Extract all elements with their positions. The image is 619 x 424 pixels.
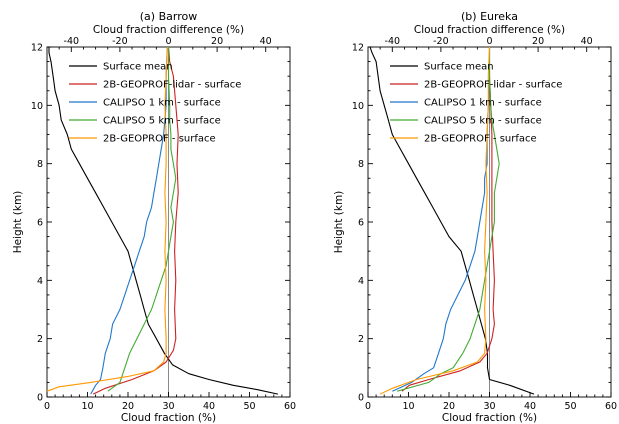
legend-label: 2B-GEOPROF - surface bbox=[103, 134, 216, 145]
series-line-1 bbox=[401, 47, 495, 392]
x2-tick-label: 0 bbox=[165, 36, 171, 47]
y-tick-label: 8 bbox=[358, 159, 364, 170]
x-tick-label: 0 bbox=[365, 401, 371, 412]
legend-label: CALIPSO 1 km - surface bbox=[103, 98, 221, 109]
x-axis-label: Cloud fraction (%) bbox=[121, 412, 216, 424]
y-tick-label: 0 bbox=[37, 393, 43, 404]
y-axis-label: Height (km) bbox=[12, 191, 24, 254]
x-tick-label: 10 bbox=[81, 401, 93, 412]
x2-tick-label: 40 bbox=[260, 36, 272, 47]
x2-tick-label: -40 bbox=[385, 36, 401, 47]
y-tick-label: 2 bbox=[37, 334, 43, 345]
x-tick-label: 60 bbox=[605, 401, 617, 412]
y-axis-label: Height (km) bbox=[333, 191, 345, 254]
series-line-3 bbox=[107, 47, 177, 392]
legend-label: Surface mean bbox=[103, 62, 173, 73]
x2-tick-label: -20 bbox=[112, 36, 128, 47]
y-tick-label: 4 bbox=[37, 276, 43, 287]
x-tick-label: 20 bbox=[443, 401, 455, 412]
series-line-3 bbox=[397, 47, 500, 392]
x2-tick-label: -20 bbox=[433, 36, 449, 47]
y-tick-label: 6 bbox=[37, 218, 43, 229]
x-tick-label: 60 bbox=[284, 401, 296, 412]
x-tick-label: 30 bbox=[483, 401, 495, 412]
panel-eureka: 0 10 20 30 40 50 60 -40 -20 0 20 40 0 2 4 6 8 10 12 Cloud f… bbox=[333, 10, 617, 424]
x2-axis-label: Cloud fraction difference (%) bbox=[93, 24, 244, 36]
y-tick-label: 6 bbox=[358, 218, 364, 229]
series-line-0 bbox=[369, 46, 535, 395]
x-tick-label: 50 bbox=[243, 401, 255, 412]
x2-tick-label: 0 bbox=[486, 36, 492, 47]
y-tick-label: 12 bbox=[31, 43, 43, 54]
x2-tick-label: 20 bbox=[211, 36, 223, 47]
panel-title: (a) Barrow bbox=[140, 10, 197, 23]
legend-label: 2B-GEOPROF-lidar - surface bbox=[103, 80, 241, 91]
legend-label: Surface mean bbox=[424, 62, 494, 73]
y-tick-label: 4 bbox=[358, 276, 364, 287]
y-tick-label: 10 bbox=[31, 101, 43, 112]
series-line-1 bbox=[92, 46, 179, 395]
y-tick-label: 12 bbox=[352, 43, 364, 54]
x-tick-label: 0 bbox=[44, 401, 50, 412]
x-tick-label: 40 bbox=[524, 401, 536, 412]
x-tick-label: 50 bbox=[564, 401, 576, 412]
x-tick-label: 40 bbox=[203, 401, 215, 412]
x2-tick-label: 40 bbox=[581, 36, 593, 47]
x-tick-label: 20 bbox=[122, 401, 134, 412]
x2-axis-label: Cloud fraction difference (%) bbox=[414, 24, 565, 36]
legend-label: CALIPSO 1 km - surface bbox=[424, 98, 542, 109]
y-tick-label: 8 bbox=[37, 159, 43, 170]
series-line-0 bbox=[48, 47, 279, 395]
legend-label: 2B-GEOPROF - surface bbox=[424, 134, 537, 145]
series-line-4 bbox=[379, 46, 491, 395]
series-line-4 bbox=[46, 46, 168, 392]
x2-tick-label: 20 bbox=[532, 36, 544, 47]
legend-label: 2B-GEOPROF-lidar - surface bbox=[424, 80, 562, 91]
panel-title: (b) Eureka bbox=[461, 10, 518, 23]
series-line-2 bbox=[90, 46, 168, 395]
y-tick-label: 0 bbox=[358, 393, 364, 404]
legend-label: CALIPSO 5 km - surface bbox=[103, 116, 221, 127]
y-tick-label: 10 bbox=[352, 101, 364, 112]
panel-barrow: 0 10 20 30 40 50 60 -40 -20 0 20 40 0 2 4 6 8 10 12 Cloud f… bbox=[12, 10, 296, 424]
x-axis-label: Cloud fraction (%) bbox=[442, 412, 537, 424]
x2-tick-label: -40 bbox=[64, 36, 80, 47]
x-tick-label: 30 bbox=[162, 401, 174, 412]
x-tick-label: 10 bbox=[402, 401, 414, 412]
legend-label: CALIPSO 5 km - surface bbox=[424, 116, 542, 127]
y-tick-label: 2 bbox=[358, 334, 364, 345]
